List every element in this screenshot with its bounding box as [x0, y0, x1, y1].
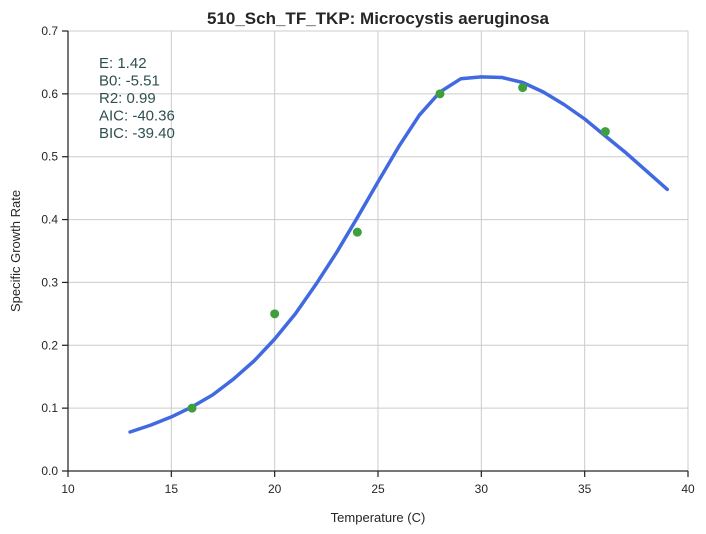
x-tick-label: 10: [61, 482, 75, 496]
x-tick-label: 35: [578, 482, 592, 496]
data-point: [435, 89, 445, 99]
x-axis-label: Temperature (C): [331, 510, 426, 525]
ticks: 10 15 20 25 30 35 40 0.0 0.1 0.2 0.3 0.4 0.5 0.6 0.7: [41, 24, 695, 496]
data-point: [600, 127, 610, 137]
data-point: [352, 227, 362, 237]
x-tick-label: 40: [681, 482, 695, 496]
chart-title: 510_Sch_TF_TKP: Microcystis aeruginosa: [207, 9, 550, 28]
series: [128, 75, 670, 434]
fit-curve: [128, 75, 670, 434]
y-tick-label: 0.3: [41, 275, 58, 289]
y-tick-label: 0.7: [41, 24, 58, 38]
x-tick-label: 25: [371, 482, 385, 496]
y-tick-label: 0.2: [41, 338, 58, 352]
x-tick-label: 20: [268, 482, 282, 496]
data-point: [270, 309, 280, 319]
data-point: [518, 83, 528, 93]
stat-line: B0: -5.51: [99, 73, 160, 90]
y-tick-label: 0.0: [41, 464, 58, 478]
y-tick-label: 0.5: [41, 150, 58, 164]
data-point: [187, 403, 197, 413]
stat-line: BIC: -39.40: [99, 125, 175, 142]
y-axis-label: Specific Growth Rate: [8, 190, 23, 312]
stat-line: AIC: -40.36: [99, 108, 175, 125]
stat-line: R2: 0.99: [99, 90, 156, 107]
y-tick-label: 0.1: [41, 401, 58, 415]
x-tick-label: 15: [165, 482, 179, 496]
y-tick-label: 0.4: [41, 213, 58, 227]
stat-line: E: 1.42: [99, 55, 147, 72]
y-tick-label: 0.6: [41, 87, 58, 101]
x-tick-label: 30: [475, 482, 489, 496]
